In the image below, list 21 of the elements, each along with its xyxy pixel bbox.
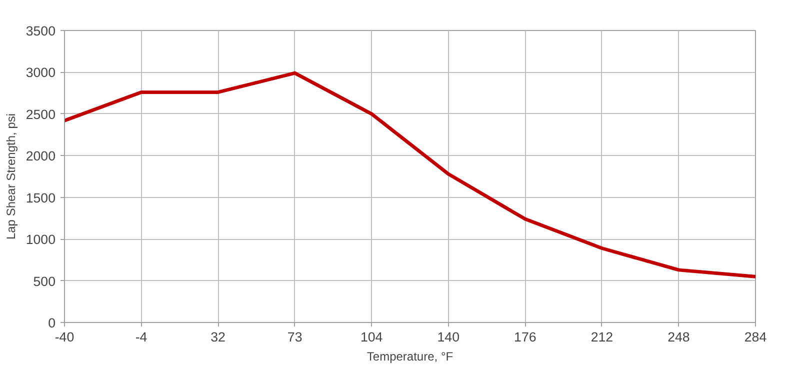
x-tick-label: 73 (287, 330, 302, 344)
x-axis-title: Temperature, °F (366, 350, 454, 364)
y-tick-label: 2000 (26, 148, 56, 164)
x-tick-label: 104 (360, 330, 384, 344)
y-tick-label: 3000 (26, 65, 56, 80)
x-tick-label: -40 (54, 330, 74, 344)
y-tick-label: 1500 (26, 190, 56, 206)
line-series (64, 71, 756, 278)
x-tick-label: 248 (668, 330, 690, 344)
x-tick-label: 212 (590, 330, 614, 344)
y-tick-label: 500 (33, 274, 56, 289)
x-tick-label: 176 (514, 330, 536, 344)
x-tick-label: 32 (210, 330, 226, 344)
y-axis-title: Lap Shear Strength, psi (4, 113, 18, 240)
x-tick-label: -4 (135, 330, 148, 344)
y-tick-label: 3500 (26, 24, 56, 38)
y-tick-label: 1000 (26, 232, 56, 248)
x-tick-label: 284 (744, 330, 768, 344)
y-tick-label: 0 (48, 316, 56, 330)
x-tick-label: 140 (437, 330, 460, 344)
y-tick-label: 2500 (26, 106, 56, 122)
